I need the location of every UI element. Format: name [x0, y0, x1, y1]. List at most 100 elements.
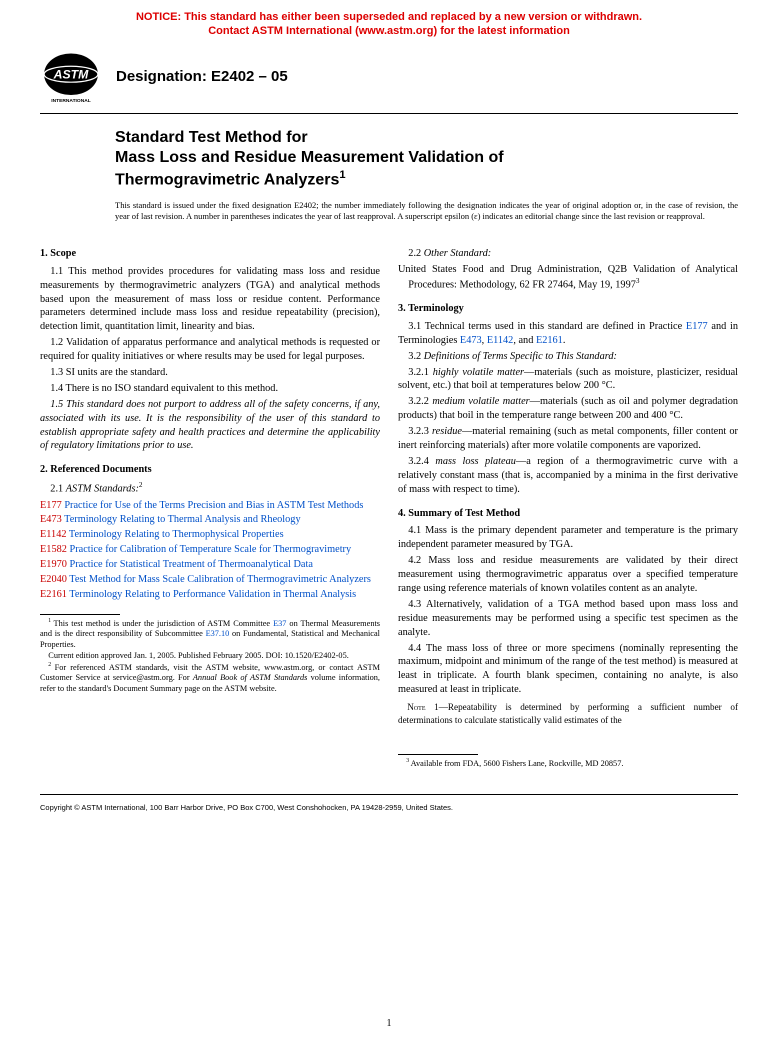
para-4-2: 4.2 Mass loss and residue measurements a… — [398, 554, 738, 596]
footnote-1: 1 This test method is under the jurisdic… — [40, 618, 380, 651]
fn2-ital: Annual Book of ASTM Standards — [193, 673, 307, 682]
reference-title[interactable]: Test Method for Mass Scale Calibration o… — [67, 574, 371, 585]
reference-title[interactable]: Terminology Relating to Thermophysical P… — [67, 529, 284, 540]
para-2-2-label: 2.2 — [408, 248, 423, 259]
para-3-2-3: 3.2.3 residue—material remaining (such a… — [398, 425, 738, 453]
scope-heading: 1. Scope — [40, 247, 380, 261]
reference-code[interactable]: E473 — [40, 514, 62, 525]
para-1-5: 1.5 This standard does not purport to ad… — [40, 398, 380, 454]
p31-l4[interactable]: E2161 — [536, 335, 563, 346]
p321-label: 3.2.1 — [408, 367, 432, 378]
reference-code[interactable]: E1970 — [40, 559, 67, 570]
reference-item: E177 Practice for Use of the Terms Preci… — [40, 499, 380, 513]
para-1-2: 1.2 Validation of apparatus performance … — [40, 336, 380, 364]
para-3-2-4: 3.2.4 mass loss plateau—a region of a th… — [398, 455, 738, 497]
title-block: Standard Test Method for Mass Loss and R… — [115, 128, 738, 190]
para-1-1: 1.1 This method provides procedures for … — [40, 265, 380, 334]
reference-code[interactable]: E1142 — [40, 529, 67, 540]
svg-text:ASTM: ASTM — [53, 67, 89, 81]
references-list: E177 Practice for Use of the Terms Preci… — [40, 499, 380, 602]
reference-title[interactable]: Practice for Statistical Treatment of Th… — [67, 559, 313, 570]
document-title: Standard Test Method for Mass Loss and R… — [115, 128, 738, 190]
reference-item: E1582 Practice for Calibration of Temper… — [40, 543, 380, 557]
p31-d: , and — [513, 335, 536, 346]
note1-text: 1—Repeatability is determined by perform… — [398, 702, 738, 724]
para-4-4: 4.4 The mass loss of three or more speci… — [398, 642, 738, 698]
reference-code[interactable]: E2161 — [40, 589, 67, 600]
logo-subtext: INTERNATIONAL — [51, 97, 90, 102]
notice-line2: Contact ASTM International (www.astm.org… — [208, 25, 570, 37]
p322-label: 3.2.2 — [408, 396, 432, 407]
header-rule — [40, 113, 738, 114]
para-2-1-label: 2.1 — [50, 484, 65, 495]
para-1-3: 1.3 SI units are the standard. — [40, 366, 380, 380]
p323-label: 3.2.3 — [408, 426, 432, 437]
fn1-link1[interactable]: E37 — [273, 619, 286, 628]
p31-l1[interactable]: E177 — [686, 321, 708, 332]
reference-code[interactable]: E1582 — [40, 544, 67, 555]
footnote-rule-right — [398, 754, 478, 755]
page-number: 1 — [0, 1018, 778, 1029]
astm-logo: ASTM INTERNATIONAL — [40, 51, 102, 103]
reference-item: E1142 Terminology Relating to Thermophys… — [40, 528, 380, 542]
body-columns: 1. Scope 1.1 This method provides proced… — [0, 237, 778, 770]
reference-title[interactable]: Terminology Relating to Thermal Analysis… — [62, 514, 301, 525]
para-4-1: 4.1 Mass is the primary dependent parame… — [398, 524, 738, 552]
p31-a: 3.1 Technical terms used in this standar… — [408, 321, 686, 332]
title-line3: Thermogravimetric Analyzers — [115, 171, 339, 188]
p32-label: 3.2 — [408, 351, 423, 362]
reference-item: E2161 Terminology Relating to Performanc… — [40, 588, 380, 602]
footnote-2: 2 For referenced ASTM standards, visit t… — [40, 662, 380, 695]
para-3-1: 3.1 Technical terms used in this standar… — [398, 320, 738, 348]
title-sup: 1 — [339, 169, 345, 181]
p322-term: medium volatile matter — [432, 396, 529, 407]
para-4-3: 4.3 Alternatively, validation of a TGA m… — [398, 598, 738, 640]
p31-e: . — [563, 335, 566, 346]
fn1-a: This test method is under the jurisdicti… — [54, 619, 274, 628]
reference-item: E2040 Test Method for Mass Scale Calibra… — [40, 573, 380, 587]
reference-code[interactable]: E2040 — [40, 574, 67, 585]
left-column: 1. Scope 1.1 This method provides proced… — [40, 237, 380, 770]
para-2-2-sup: 3 — [636, 277, 640, 285]
para-3-2-1: 3.2.1 highly volatile matter—materials (… — [398, 366, 738, 394]
reference-code[interactable]: E177 — [40, 500, 62, 511]
right-column: 2.2 Other Standard: United States Food a… — [398, 237, 738, 770]
terminology-heading: 3. Terminology — [398, 302, 738, 316]
reference-item: E473 Terminology Relating to Thermal Ana… — [40, 513, 380, 527]
p32-ital: Definitions of Terms Specific to This St… — [424, 351, 617, 362]
notice-banner: NOTICE: This standard has either been su… — [0, 0, 778, 43]
para-2-1: 2.1 ASTM Standards:2 — [40, 481, 380, 496]
footnote-rule-left — [40, 614, 120, 615]
para-2-1-ital: ASTM Standards: — [66, 484, 139, 495]
header: ASTM INTERNATIONAL Designation: E2402 – … — [0, 43, 778, 113]
footnote-3: 3 Available from FDA, 5600 Fishers Lane,… — [398, 758, 738, 770]
para-2-1-sup: 2 — [139, 481, 143, 489]
bottom-rule — [40, 794, 738, 795]
p321-term: highly volatile matter — [433, 367, 524, 378]
note-1: Note 1—Repeatability is determined by pe… — [398, 701, 738, 726]
footnote-1b: Current edition approved Jan. 1, 2005. P… — [40, 651, 380, 662]
reference-item: E1970 Practice for Statistical Treatment… — [40, 558, 380, 572]
para-2-2-text: United States Food and Drug Administrati… — [398, 264, 738, 290]
title-line2: Mass Loss and Residue Measurement Valida… — [115, 149, 504, 166]
note1-label: Note — [407, 702, 425, 712]
notice-line1: NOTICE: This standard has either been su… — [136, 11, 642, 23]
para-2-2: 2.2 Other Standard: — [398, 247, 738, 261]
para-2-2-body: United States Food and Drug Administrati… — [398, 263, 738, 292]
summary-heading: 4. Summary of Test Method — [398, 507, 738, 521]
copyright: Copyright © ASTM International, 100 Barr… — [0, 803, 778, 812]
issuance-note: This standard is issued under the fixed … — [115, 200, 738, 223]
p31-l2[interactable]: E473 — [460, 335, 482, 346]
reference-title[interactable]: Practice for Use of the Terms Precision … — [62, 500, 364, 511]
reference-title[interactable]: Practice for Calibration of Temperature … — [67, 544, 351, 555]
p324-label: 3.2.4 — [408, 456, 435, 467]
para-3-2: 3.2 Definitions of Terms Specific to Thi… — [398, 350, 738, 364]
reference-title[interactable]: Terminology Relating to Performance Vali… — [67, 589, 356, 600]
para-2-2-ital: Other Standard: — [424, 248, 491, 259]
p31-l3[interactable]: E1142 — [487, 335, 514, 346]
p323-term: residue — [432, 426, 462, 437]
fn3-text: Available from FDA, 5600 Fishers Lane, R… — [411, 759, 624, 768]
fn1-link2[interactable]: E37.10 — [206, 629, 230, 638]
para-3-2-2: 3.2.2 medium volatile matter—materials (… — [398, 395, 738, 423]
p324-term: mass loss plateau — [435, 456, 516, 467]
